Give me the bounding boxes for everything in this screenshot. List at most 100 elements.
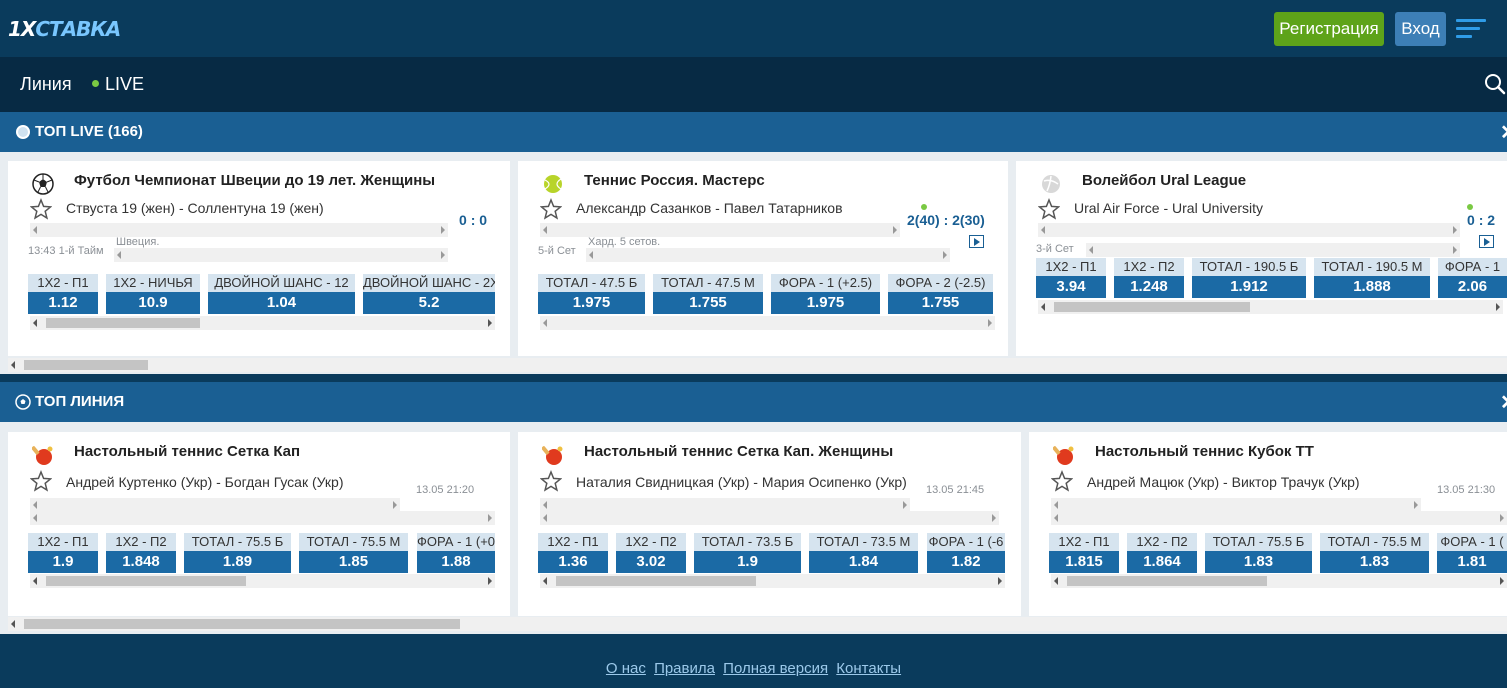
odds-button[interactable]: 1X2 - П1 1.36	[538, 533, 608, 573]
live-dot-icon	[92, 79, 99, 87]
scrollbar[interactable]	[586, 248, 950, 262]
line-event-card[interactable]: Настольный теннис Сетка Кап Андрей Курте…	[8, 432, 510, 616]
teams-label[interactable]: Андрей Куртенко (Укр) - Богдан Гусак (Ук…	[66, 474, 344, 490]
collapse-icon[interactable]: ✕	[1500, 390, 1507, 415]
scrollbar[interactable]	[1051, 574, 1507, 588]
favorite-star-icon[interactable]	[30, 470, 52, 492]
teams-label[interactable]: Ствуста 19 (жен) - Соллентуна 19 (жен)	[66, 200, 324, 216]
line-event-card[interactable]: Настольный теннис Кубок ТТ Андрей Мацюк …	[1029, 432, 1507, 616]
odds-button[interactable]: ФОРА - 1 (-6 1.82	[927, 533, 1005, 573]
login-button[interactable]: Вход	[1395, 12, 1446, 46]
odds-button[interactable]: 1X2 - П1 1.815	[1049, 533, 1119, 573]
league-name[interactable]: Футбол Чемпионат Швеции до 19 лет. Женщи…	[74, 172, 436, 189]
odds-button[interactable]: ДВОЙНОЙ ШАНС - 12 1.04	[208, 274, 355, 314]
league-name[interactable]: Настольный теннис Сетка Кап. Женщины	[584, 443, 894, 460]
teams-label[interactable]: Андрей Мацюк (Укр) - Виктор Трачук (Укр)	[1087, 474, 1360, 490]
menu-icon[interactable]	[1456, 19, 1488, 39]
top-live-header[interactable]: ТОП LIVE (166) ✕	[0, 112, 1507, 152]
odds-button[interactable]: ФОРА - 1 (+0 1.88	[417, 533, 495, 573]
odds-button[interactable]: ФОРА - 2 (-2.5) 1.755	[888, 274, 993, 314]
scrollbar[interactable]	[540, 223, 900, 237]
scrollbar[interactable]	[1051, 511, 1507, 525]
top-header: 1XСТАВКА Регистрация Вход	[0, 0, 1507, 57]
league-name[interactable]: Теннис Россия. Мастерс	[584, 172, 765, 189]
scrollbar[interactable]	[30, 223, 448, 237]
footer-link-contacts[interactable]: Контакты	[836, 660, 902, 677]
volleyball-icon	[1042, 175, 1060, 193]
top-line-header[interactable]: ТОП ЛИНИЯ ✕	[0, 382, 1507, 422]
nav-line-link[interactable]: Линия	[20, 74, 72, 94]
odds-button[interactable]: ТОТАЛ - 73.5 М 1.84	[809, 533, 918, 573]
scrollbar[interactable]	[30, 511, 495, 525]
line-event-card[interactable]: Настольный теннис Сетка Кап. Женщины Нат…	[518, 432, 1021, 616]
logo[interactable]: 1XСТАВКА	[8, 17, 121, 41]
odds-button[interactable]: 1X2 - П2 1.848	[106, 533, 176, 573]
odds-button[interactable]: 1X2 - НИЧЬЯ 10.9	[106, 274, 200, 314]
odds-button[interactable]: ТОТАЛ - 73.5 Б 1.9	[694, 533, 801, 573]
football-icon	[32, 173, 54, 195]
play-video-icon[interactable]	[1479, 235, 1494, 248]
scrollbar[interactable]	[540, 498, 910, 512]
teams-label[interactable]: Наталия Свидницкая (Укр) - Мария Осипенк…	[576, 474, 907, 490]
scrollbar[interactable]	[540, 511, 999, 525]
odds-button[interactable]: ДВОЙНОЙ ШАНС - 2X 5.2	[363, 274, 495, 314]
footer-link-rules[interactable]: Правила	[654, 660, 715, 677]
scrollbar[interactable]	[30, 498, 400, 512]
odds-button[interactable]: 1X2 - П1 1.9	[28, 533, 98, 573]
teams-label[interactable]: Ural Air Force - Ural University	[1074, 200, 1264, 216]
scrollbar[interactable]	[1038, 300, 1503, 314]
scrollbar[interactable]	[1038, 223, 1460, 237]
odds-button[interactable]: 1X2 - П1 3.94	[1036, 258, 1106, 298]
league-name[interactable]: Настольный теннис Сетка Кап	[74, 443, 301, 460]
match-time: 5-й Сет	[538, 245, 576, 257]
live-event-card[interactable]: Футбол Чемпионат Швеции до 19 лет. Женщи…	[8, 161, 510, 356]
match-info: Швеция.	[116, 236, 160, 248]
odds-button[interactable]: ФОРА - 1 (1.81	[1437, 533, 1507, 573]
odds-button[interactable]: ТОТАЛ - 47.5 Б 1.975	[538, 274, 645, 314]
scrollbar[interactable]	[114, 248, 448, 262]
favorite-star-icon[interactable]	[540, 470, 562, 492]
table-tennis-icon	[32, 446, 53, 465]
favorite-star-icon[interactable]	[1038, 198, 1060, 220]
match-time: 13:43 1-й Тайм	[28, 245, 104, 257]
teams-label[interactable]: Александр Сазанков - Павел Татарников	[576, 200, 843, 216]
odds-button[interactable]: 1X2 - П2 3.02	[616, 533, 686, 573]
scrollbar[interactable]	[540, 316, 995, 330]
league-name[interactable]: Настольный теннис Кубок ТТ	[1095, 443, 1314, 460]
scrollbar[interactable]	[30, 316, 495, 330]
live-event-card[interactable]: Теннис Россия. Мастерс Александр Сазанко…	[518, 161, 1008, 356]
favorite-star-icon[interactable]	[30, 198, 52, 220]
live-event-card[interactable]: Волейбол Ural League Ural Air Force - Ur…	[1016, 161, 1507, 356]
collapse-icon[interactable]: ✕	[1500, 120, 1507, 145]
odds-button[interactable]: ТОТАЛ - 190.5 Б 1.912	[1192, 258, 1306, 298]
odds-button[interactable]: ТОТАЛ - 75.5 М 1.85	[299, 533, 408, 573]
live-ball-icon	[16, 125, 30, 139]
search-icon[interactable]	[1484, 73, 1506, 95]
odds-button[interactable]: ТОТАЛ - 190.5 М 1.888	[1314, 258, 1430, 298]
footer-link-about[interactable]: О нас	[605, 660, 646, 677]
nav-live-link[interactable]: LIVE	[92, 74, 144, 95]
scrollbar[interactable]	[8, 358, 1507, 372]
odds-button[interactable]: 1X2 - П2 1.864	[1127, 533, 1197, 573]
scrollbar[interactable]	[8, 617, 1507, 631]
register-button[interactable]: Регистрация	[1274, 12, 1384, 46]
odds-button[interactable]: ФОРА - 1 2.06	[1438, 258, 1507, 298]
scrollbar[interactable]	[30, 574, 495, 588]
play-video-icon[interactable]	[969, 235, 984, 248]
scrollbar[interactable]	[540, 574, 1005, 588]
odds-button[interactable]: ТОТАЛ - 75.5 Б 1.89	[184, 533, 291, 573]
favorite-star-icon[interactable]	[540, 198, 562, 220]
odds-button[interactable]: ФОРА - 1 (+2.5) 1.975	[771, 274, 880, 314]
odds-button[interactable]: ТОТАЛ - 75.5 М 1.83	[1320, 533, 1429, 573]
odds-button[interactable]: ТОТАЛ - 47.5 М 1.755	[653, 274, 763, 314]
footer-link-full-version[interactable]: Полная версия	[723, 660, 829, 677]
odds-button[interactable]: 1X2 - П1 1.12	[28, 274, 98, 314]
favorite-star-icon[interactable]	[1051, 470, 1073, 492]
scrollbar[interactable]	[1086, 243, 1460, 257]
serve-dot-icon	[921, 204, 927, 210]
league-name[interactable]: Волейбол Ural League	[1082, 172, 1247, 189]
odds-button[interactable]: ТОТАЛ - 75.5 Б 1.83	[1205, 533, 1312, 573]
top-live-body: Футбол Чемпионат Швеции до 19 лет. Женщи…	[0, 152, 1507, 374]
scrollbar[interactable]	[1051, 498, 1421, 512]
odds-button[interactable]: 1X2 - П2 1.248	[1114, 258, 1184, 298]
